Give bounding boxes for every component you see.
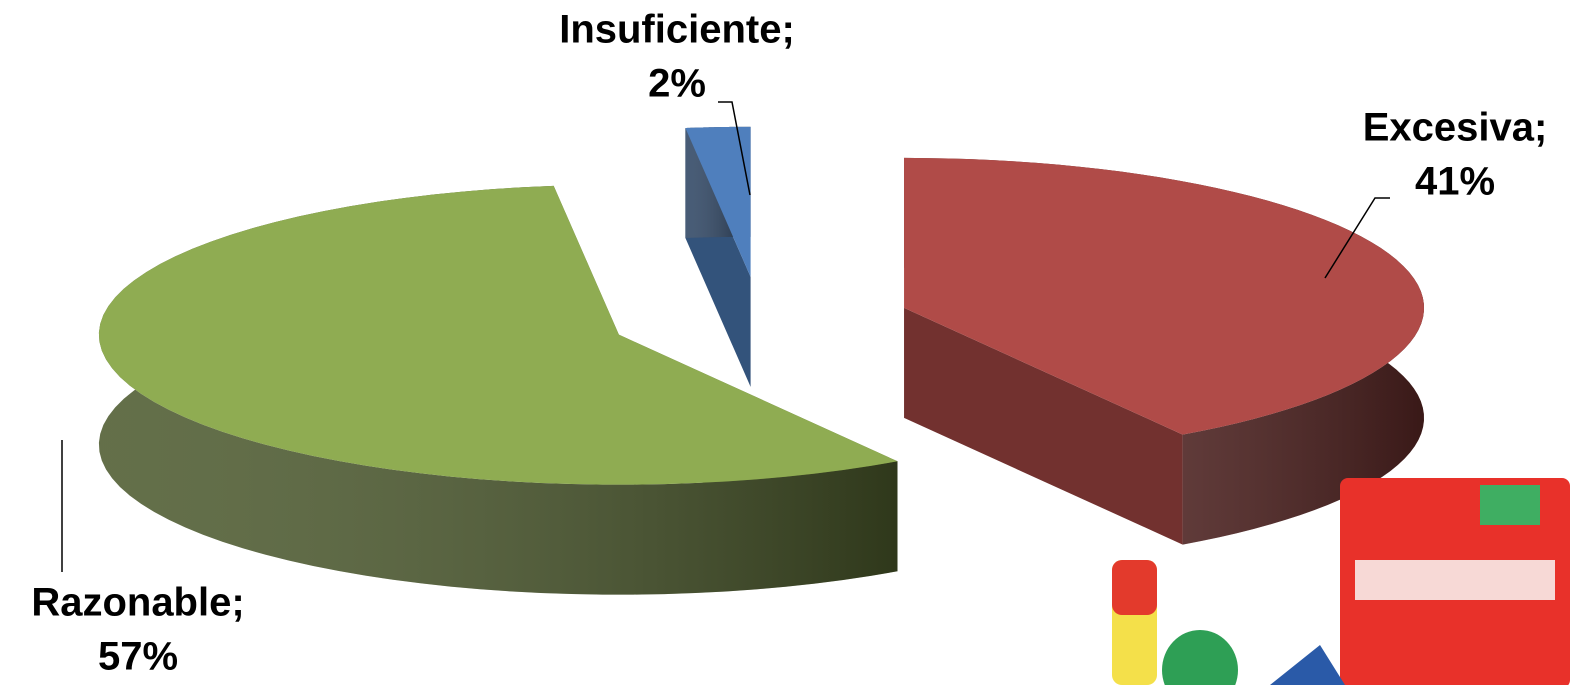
pie [98,126,1424,595]
data-label-name: Insuficiente; [559,8,795,52]
slice [904,157,1424,435]
photo-green [1162,630,1238,685]
photo-blue [1270,645,1345,685]
leader-line [718,101,751,196]
leader-line [1324,197,1390,279]
pie-tops [98,126,1424,485]
data-label-name: Excesiva; [1363,106,1548,150]
photo [1112,478,1570,685]
data-label-name: Razonable; [31,581,244,625]
data-label-value: 2% [648,62,706,106]
slice [98,185,898,485]
photo-sharpener [1480,485,1540,525]
data-label-value: 57% [98,635,178,679]
data-label-value: 41% [1415,160,1495,204]
photo-glue-cap [1112,560,1157,615]
photo-band [1355,560,1555,600]
slice-wall [904,307,1183,545]
slice [685,126,751,277]
